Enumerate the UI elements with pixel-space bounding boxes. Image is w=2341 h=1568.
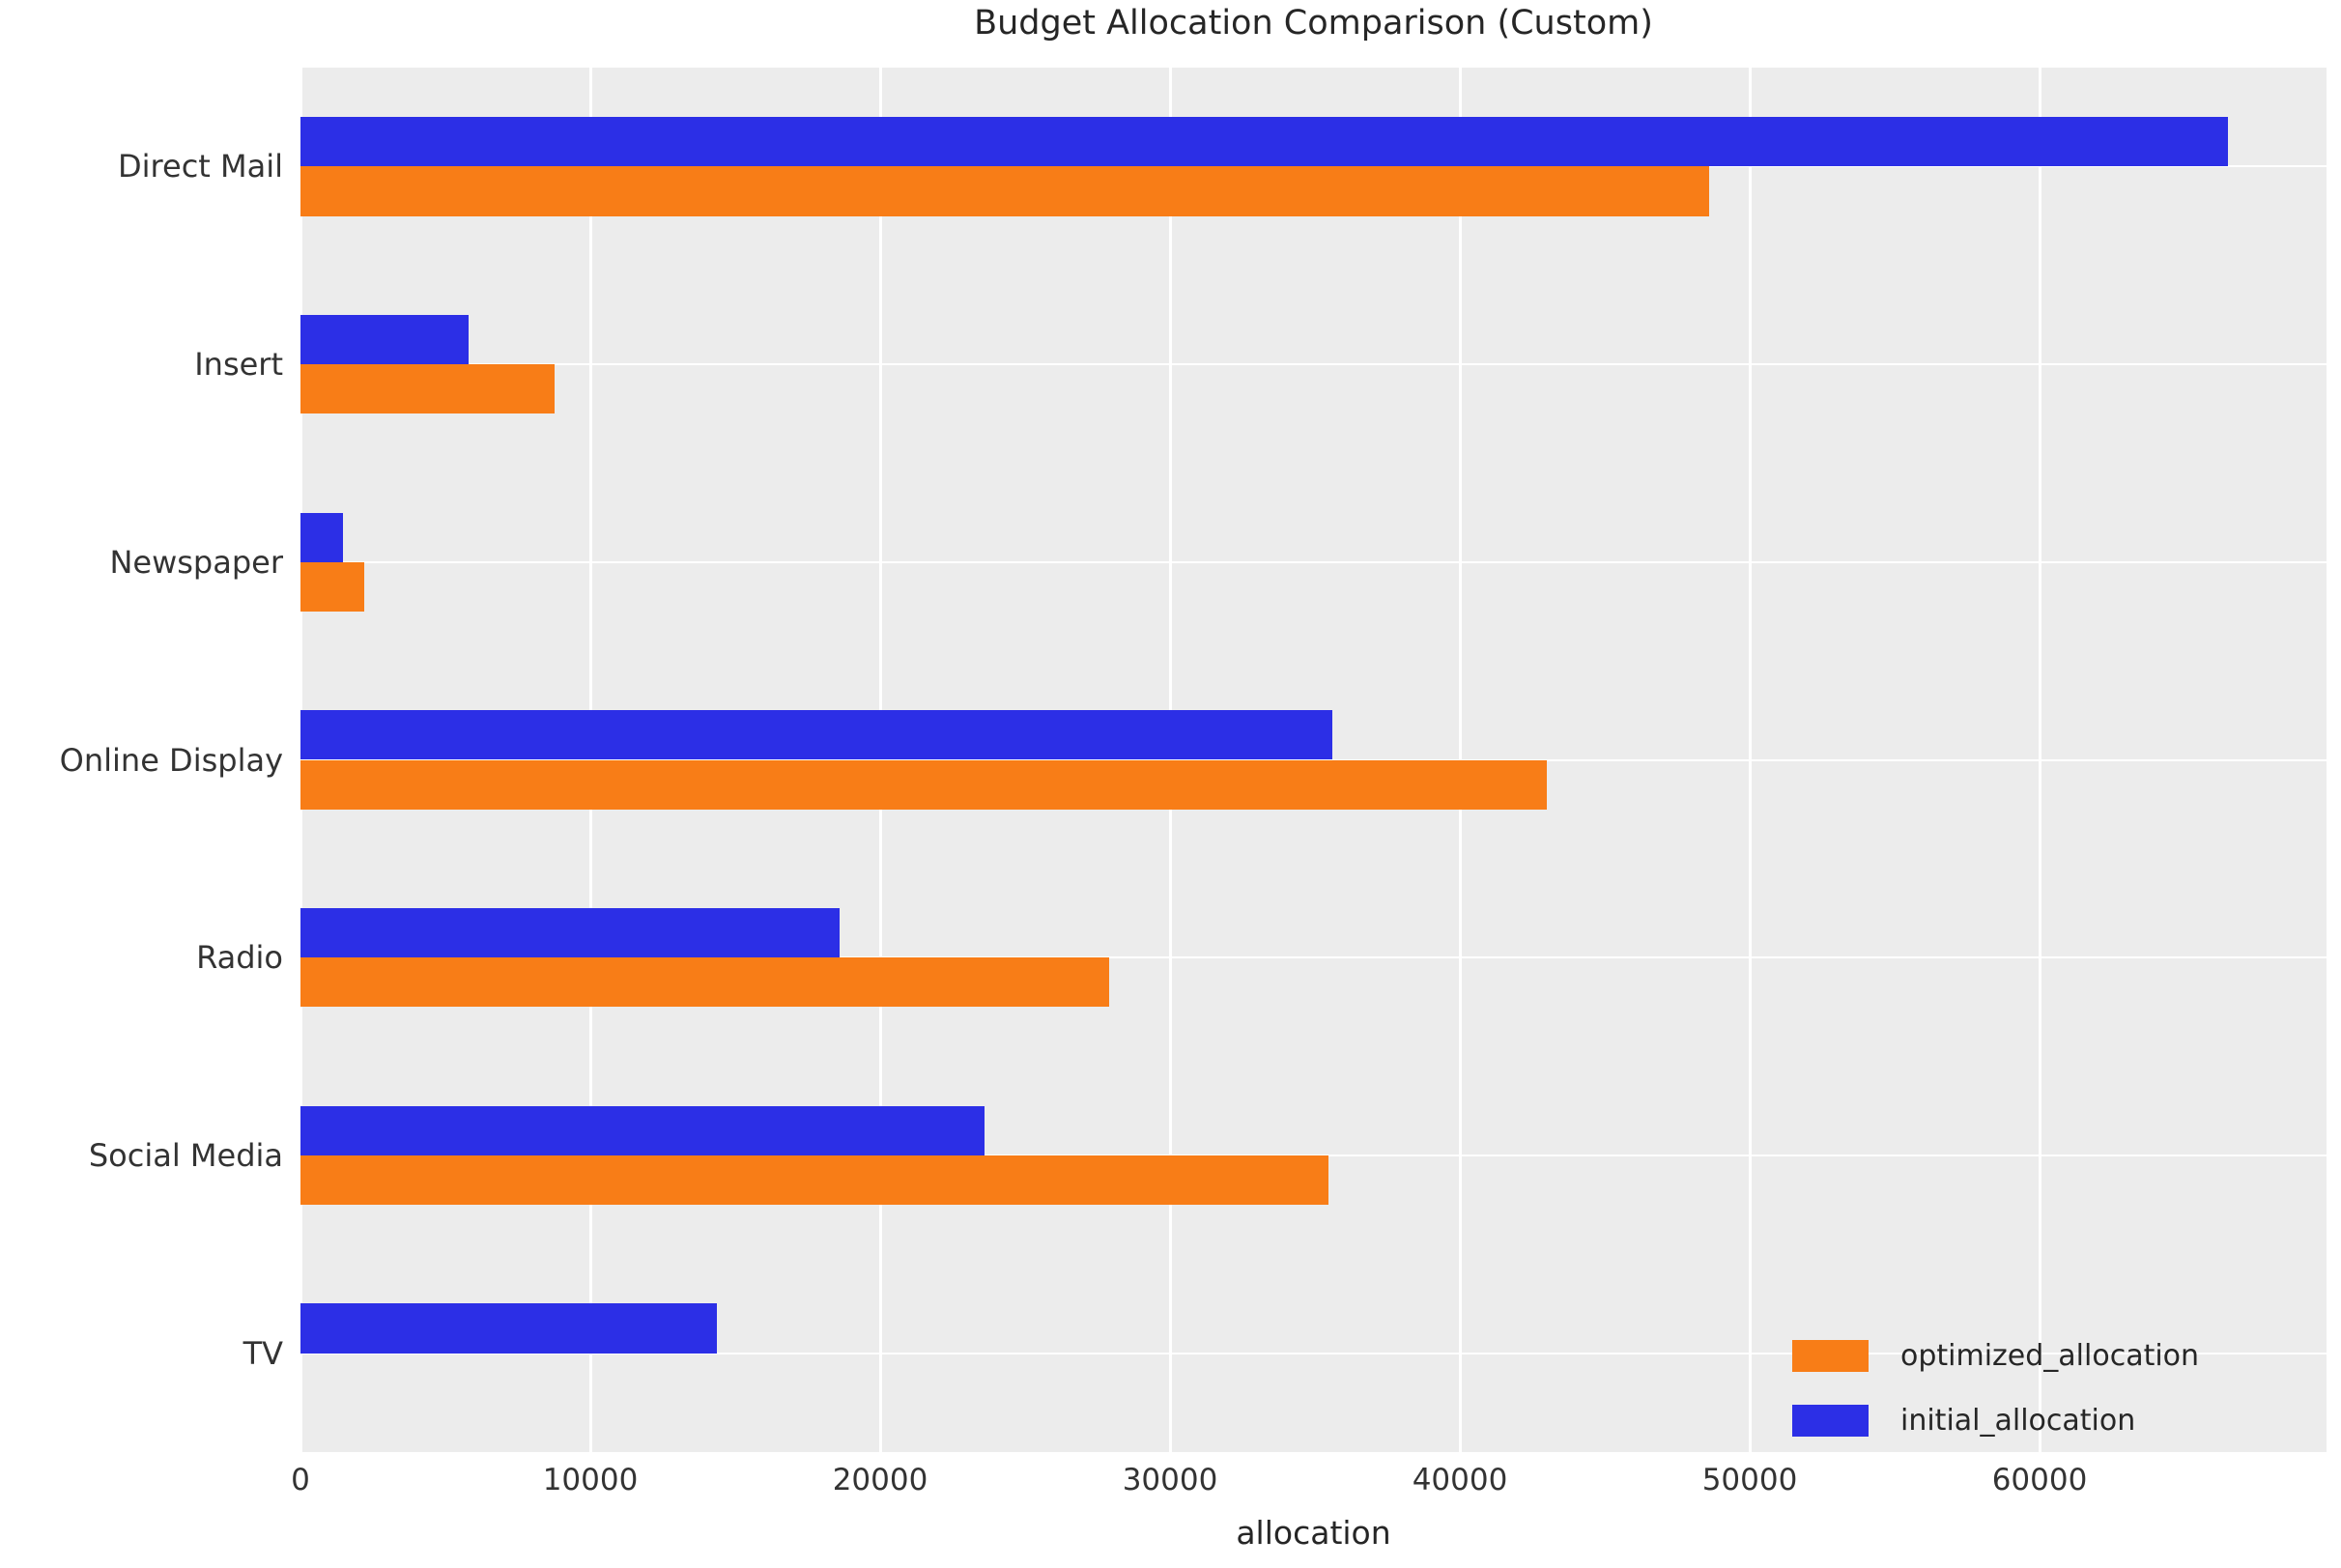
legend-label-optimized_allocation: optimized_allocation [1900,1339,2200,1373]
bar-social-media-initial_allocation [300,1105,985,1155]
bar-insert-initial_allocation [300,314,469,365]
bar-online-display-optimized_allocation [300,759,1547,810]
chart-title: Budget Allocation Comparison (Custom) [974,4,1653,43]
x-tick-label-50000: 50000 [1701,1463,1798,1497]
legend-swatch-initial_allocation [1792,1405,1869,1437]
bar-newspaper-initial_allocation [300,512,343,562]
bar-radio-initial_allocation [300,908,840,958]
x-tick-label-0: 0 [291,1463,310,1497]
y-tick-label-insert: Insert [194,346,283,384]
y-tick-label-online-display: Online Display [59,741,283,779]
bar-radio-optimized_allocation [300,957,1109,1008]
bar-social-media-optimized_allocation [300,1155,1328,1206]
bar-tv-initial_allocation [300,1303,718,1354]
legend-swatch-optimized_allocation [1792,1340,1869,1372]
y-tick-label-direct-mail: Direct Mail [118,148,283,185]
x-tick-label-20000: 20000 [832,1463,928,1497]
bar-direct-mail-initial_allocation [300,117,2228,167]
bar-direct-mail-optimized_allocation [300,166,1709,216]
gridline-y-tv [300,1352,2327,1354]
legend-item-optimized_allocation: optimized_allocation [1792,1324,2199,1388]
gridline-y-newspaper [300,560,2327,563]
y-tick-label-social-media: Social Media [88,1136,283,1174]
plot-area: optimized_allocation initial_allocation [300,68,2327,1452]
y-tick-label-newspaper: Newspaper [109,543,283,581]
x-tick-label-40000: 40000 [1412,1463,1508,1497]
x-tick-label-30000: 30000 [1122,1463,1218,1497]
legend-item-initial_allocation: initial_allocation [1792,1388,2199,1453]
gridline-y-radio [300,956,2327,959]
x-tick-label-60000: 60000 [1991,1463,2088,1497]
x-tick-label-10000: 10000 [542,1463,639,1497]
bar-newspaper-optimized_allocation [300,561,364,612]
y-tick-label-tv: TV [243,1334,283,1372]
bar-online-display-initial_allocation [300,710,1332,760]
legend-label-initial_allocation: initial_allocation [1900,1404,2136,1438]
gridline-y-insert [300,363,2327,366]
x-axis-label: allocation [1236,1514,1391,1552]
y-tick-label-radio: Radio [196,939,283,977]
legend: optimized_allocation initial_allocation [1792,1324,2199,1453]
bar-insert-optimized_allocation [300,364,555,414]
